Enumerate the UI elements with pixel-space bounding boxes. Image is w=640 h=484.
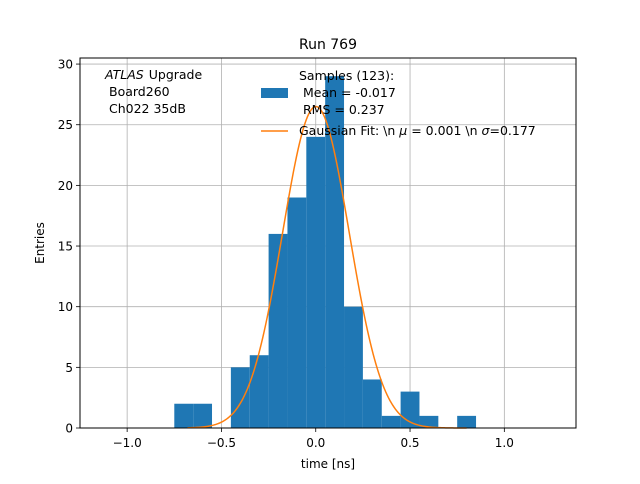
legend-fit-prefix: Gaussian Fit: \n <box>299 123 399 138</box>
atlas-annotation: ATLAS Upgrade Board260 Ch022 35dB <box>104 67 202 116</box>
legend-samples-line-2: Mean = -0.017 <box>303 85 396 100</box>
histogram-bars <box>174 76 477 429</box>
fit-curve-group <box>187 105 467 429</box>
annotation-atlas: ATLAS <box>104 67 144 82</box>
histogram-bar <box>249 355 269 428</box>
histogram-bar <box>325 76 345 429</box>
histogram-bar <box>287 197 307 428</box>
y-tick-label: 15 <box>58 240 73 254</box>
x-axis-label: time [ns] <box>301 457 355 471</box>
y-axis-ticks: 0 5 10 15 20 25 30 <box>58 58 80 436</box>
y-axis-label: Entries <box>33 222 47 264</box>
x-axis-ticks: −1.0 −0.5 0.0 0.5 1.0 <box>113 428 514 450</box>
y-tick-label: 30 <box>58 58 73 72</box>
y-tick-label: 0 <box>65 422 73 436</box>
annotation-board: Board260 <box>109 84 170 99</box>
annotation-upgrade: Upgrade <box>149 67 203 82</box>
legend-fit-sigma-symbol: σ <box>482 123 491 138</box>
histogram-bar <box>230 367 250 428</box>
legend: Samples (123): Mean = -0.017 RMS = 0.237… <box>261 68 536 138</box>
plot-frame <box>79 57 577 429</box>
legend-samples-line-1: Samples (123): <box>299 68 394 83</box>
histogram-bar <box>306 136 326 428</box>
chart-title: Run 769 <box>299 37 357 53</box>
histogram-bar <box>419 415 439 428</box>
histogram-bar <box>381 415 401 428</box>
legend-samples-swatch <box>261 88 288 98</box>
histogram-bar <box>174 403 194 428</box>
annotation-line-1: ATLAS Upgrade <box>104 67 202 82</box>
y-tick-label: 20 <box>58 179 73 193</box>
y-tick-label: 25 <box>58 118 73 132</box>
histogram-bar <box>344 306 363 428</box>
x-tick-label: −1.0 <box>113 436 142 450</box>
histogram-bar <box>362 379 382 428</box>
gaussian-fit-curve <box>187 105 467 429</box>
y-tick-label: 5 <box>65 361 73 375</box>
y-tick-label: 10 <box>58 300 73 314</box>
histogram-bar <box>457 415 477 428</box>
annotation-channel: Ch022 35dB <box>109 101 186 116</box>
legend-fit-mu-symbol: μ <box>398 123 407 138</box>
histogram-bar <box>193 403 213 428</box>
x-tick-label: 1.0 <box>495 436 514 450</box>
legend-fit-sigma-value: =0.177 <box>489 123 535 138</box>
legend-samples-line-3: RMS = 0.237 <box>303 102 385 117</box>
legend-fit-label: Gaussian Fit: \n μ = 0.001 \n σ=0.177 <box>299 123 536 138</box>
x-tick-label: 0.0 <box>306 436 325 450</box>
legend-fit-mu-value: = 0.001 \n <box>407 123 481 138</box>
x-tick-label: 0.5 <box>400 436 419 450</box>
x-tick-label: −0.5 <box>207 436 236 450</box>
